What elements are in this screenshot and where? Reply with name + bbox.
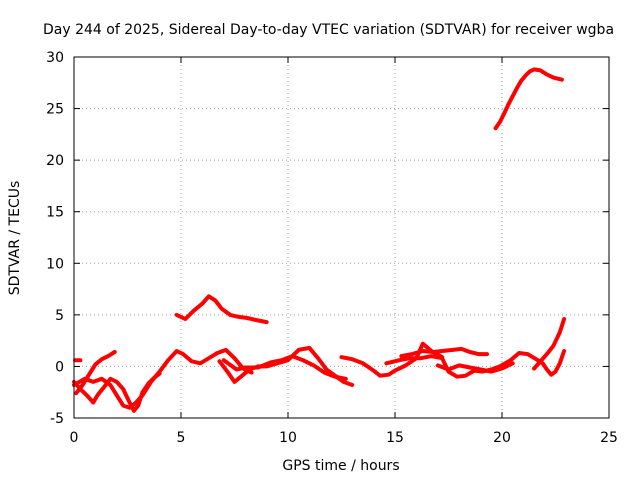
plot-frame xyxy=(73,56,610,419)
y-tick-label: 20 xyxy=(46,153,64,169)
series-line-prn-i xyxy=(384,349,567,379)
x-tick-label: 10 xyxy=(279,430,297,446)
x-tick-label: 5 xyxy=(177,430,186,446)
y-axis-label: SDTVAR / TECUs xyxy=(7,181,23,296)
y-tick-label: -5 xyxy=(50,411,64,427)
y-tick-label: 15 xyxy=(46,205,64,221)
series-line-prn-g xyxy=(339,341,445,378)
tick-layer: 0 5 10 15 20 25 -5 0 5 10 15 20 25 30 xyxy=(46,50,618,446)
chart-title: Day 244 of 2025, Sidereal Day-to-day VTE… xyxy=(43,22,614,38)
series-line-prn-h xyxy=(399,346,489,359)
series-line-prn-d xyxy=(174,294,269,325)
series-line-prn-j xyxy=(435,361,515,374)
y-tick-label: 10 xyxy=(46,256,64,272)
x-tick-label: 15 xyxy=(386,430,404,446)
series-line-prn-l xyxy=(493,67,564,131)
x-tick-label: 20 xyxy=(493,430,511,446)
series-line-prn-c xyxy=(72,347,254,410)
series-line-prn-b xyxy=(74,350,117,396)
y-tick-label: 0 xyxy=(55,359,64,375)
x-tick-label: 25 xyxy=(600,430,618,446)
grid-layer xyxy=(74,57,609,418)
x-axis-label: GPS time / hours xyxy=(282,458,399,474)
x-tick-label: 0 xyxy=(70,430,79,446)
y-tick-label: 5 xyxy=(55,308,64,324)
y-tick-label: 25 xyxy=(46,102,64,118)
series-layer xyxy=(72,67,567,413)
series-line-prn-f xyxy=(221,354,348,381)
series-line-prn-k xyxy=(532,317,567,371)
y-tick-label: 30 xyxy=(46,50,64,66)
